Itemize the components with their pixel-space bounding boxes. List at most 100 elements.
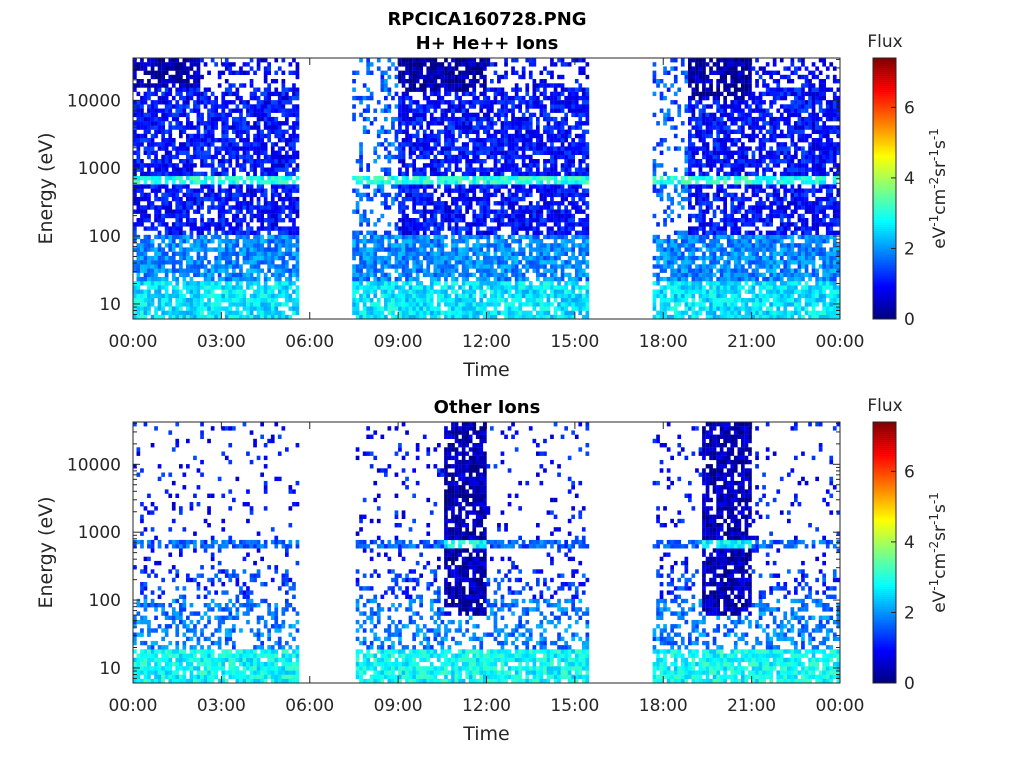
heatmap-cell — [224, 293, 229, 299]
heatmap-cell — [468, 247, 473, 252]
heatmap-cell — [246, 268, 250, 273]
heatmap-cell — [490, 108, 494, 113]
heatmap-cell — [550, 205, 554, 210]
heatmap-cell — [207, 276, 211, 282]
heatmap-cell — [168, 310, 173, 315]
heatmap-cell — [507, 205, 512, 210]
heatmap-cell — [543, 276, 547, 282]
heatmap-cell — [221, 188, 226, 193]
heatmap-cell — [405, 129, 409, 134]
heatmap-cell — [412, 163, 416, 168]
heatmap-cell — [253, 163, 257, 168]
heatmap-cell — [373, 230, 378, 235]
heatmap-cell — [451, 125, 455, 130]
heatmap-cell — [154, 281, 158, 286]
heatmap-cell — [285, 112, 289, 118]
heatmap-cell — [182, 239, 187, 244]
heatmap-cell — [359, 159, 363, 164]
heatmap-cell — [525, 255, 530, 261]
heatmap-cell — [200, 302, 204, 307]
heatmap-cell — [171, 142, 176, 147]
heatmap-cell — [270, 218, 275, 223]
heatmap-cell — [479, 163, 484, 168]
heatmap-cell — [564, 209, 568, 214]
heatmap-cell — [164, 184, 169, 189]
heatmap-cell — [352, 230, 356, 235]
heatmap-cell — [514, 91, 519, 97]
heatmap-cell — [401, 154, 406, 160]
heatmap-cell — [267, 298, 271, 303]
heatmap-cell — [256, 184, 261, 189]
heatmap-cell — [182, 112, 187, 118]
heatmap-cell — [380, 285, 385, 290]
heatmap-cell — [391, 62, 395, 67]
heatmap-cell — [433, 70, 438, 75]
heatmap-cell — [242, 196, 247, 202]
heatmap-cell — [532, 112, 537, 118]
heatmap-cell — [175, 192, 180, 198]
heatmap-cell — [246, 108, 250, 113]
heatmap-cell — [267, 154, 271, 160]
heatmap-cell — [221, 268, 226, 273]
heatmap-cell — [242, 293, 247, 299]
heatmap-cell — [203, 159, 208, 164]
heatmap-cell — [249, 184, 254, 189]
heatmap-cell — [518, 138, 522, 143]
heatmap-cell — [179, 234, 183, 240]
heatmap-cell — [454, 243, 459, 248]
heatmap-cell — [426, 293, 431, 299]
heatmap-cell — [405, 171, 409, 177]
heatmap-cell — [362, 272, 367, 278]
heatmap-cell — [504, 121, 508, 126]
heatmap-cell — [426, 272, 431, 278]
heatmap-cell — [232, 213, 236, 219]
heatmap-cell — [193, 154, 197, 160]
heatmap-cell — [281, 272, 286, 278]
heatmap-cell — [447, 180, 452, 185]
heatmap-cell — [405, 58, 409, 63]
heatmap-cell — [483, 125, 487, 130]
heatmap-cell — [493, 201, 498, 206]
heatmap-cell — [437, 180, 441, 185]
heatmap-cell — [429, 159, 434, 164]
heatmap-cell — [256, 306, 261, 311]
heatmap-cell — [415, 70, 420, 75]
heatmap-cell — [557, 91, 561, 97]
heatmap-cell — [189, 196, 194, 202]
heatmap-cell — [511, 272, 515, 278]
heatmap-cell — [504, 247, 508, 252]
heatmap-cell — [521, 154, 526, 160]
heatmap-cell — [401, 281, 406, 286]
heatmap-cell — [550, 175, 554, 181]
heatmap-cell — [133, 226, 137, 231]
heatmap-cell — [429, 184, 434, 189]
heatmap-cell — [285, 251, 289, 256]
heatmap-cell — [239, 163, 243, 168]
heatmap-cell — [207, 154, 211, 160]
heatmap-cell — [504, 175, 508, 181]
heatmap-cell — [518, 74, 522, 80]
heatmap-cell — [536, 201, 540, 206]
heatmap-cell — [564, 310, 568, 315]
heatmap-cell — [429, 104, 434, 109]
heatmap-cell — [539, 239, 544, 244]
heatmap-cell — [394, 251, 399, 256]
heatmap-cell — [147, 70, 151, 75]
heatmap-cell — [440, 108, 445, 113]
heatmap-cell — [161, 285, 165, 290]
heatmap-cell — [207, 298, 211, 303]
heatmap-cell — [140, 125, 144, 130]
heatmap-cell — [179, 196, 183, 202]
heatmap-cell — [398, 314, 402, 320]
heatmap-cell — [444, 205, 448, 210]
heatmap-cell — [511, 314, 515, 320]
heatmap-cell — [483, 74, 487, 80]
heatmap-cell — [175, 116, 180, 122]
heatmap-cell — [483, 302, 487, 307]
heatmap-cell — [200, 218, 204, 223]
heatmap-cell — [352, 243, 356, 248]
heatmap-cell — [521, 251, 526, 256]
heatmap-cell — [235, 285, 240, 290]
heatmap-cell — [472, 247, 477, 252]
heatmap-cell — [179, 66, 183, 71]
